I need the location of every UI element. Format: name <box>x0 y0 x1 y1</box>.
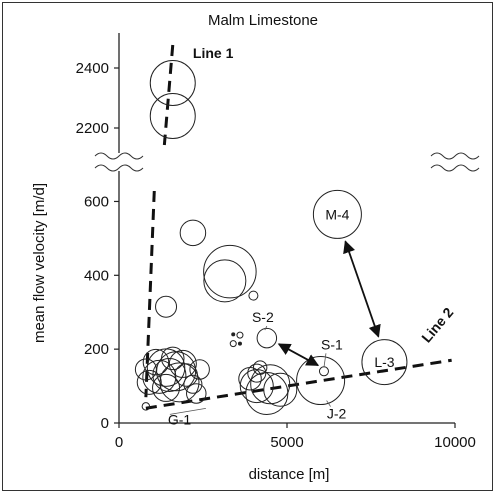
axes-group: 0 200 400 600 2200 2400 0 5000 10000 <box>76 33 480 451</box>
point-label-s1: S-1 <box>321 336 343 352</box>
data-point <box>152 358 187 392</box>
data-point <box>245 371 289 415</box>
y-axis-label: mean flow velocity [m/d] <box>31 183 48 343</box>
data-point <box>168 349 197 378</box>
y-tick-label: 2400 <box>76 60 109 77</box>
data-point <box>203 259 247 303</box>
data-point <box>361 339 408 386</box>
point-label-l3: L-3 <box>374 354 394 370</box>
y-tick-label: 200 <box>84 341 109 358</box>
arrow-m4-l3 <box>343 240 381 338</box>
x-tick-label: 10000 <box>434 434 476 451</box>
data-point <box>256 327 278 349</box>
data-point <box>236 331 244 339</box>
data-point <box>247 363 267 383</box>
point-label-s2: S-2 <box>252 309 274 325</box>
arrow-s1-s2 <box>277 343 320 367</box>
data-point <box>312 189 362 239</box>
annotations-group: M-4 L-3 S-2 S-1 J-2 G-1 <box>168 206 395 427</box>
data-point <box>203 244 257 299</box>
axis-break-right-top <box>430 152 480 160</box>
leader-s2 <box>264 325 268 331</box>
leader-s1 <box>323 353 327 368</box>
data-point <box>152 373 181 402</box>
point-label-m4: M-4 <box>325 206 349 222</box>
data-point <box>142 348 170 376</box>
data-point-dot <box>231 332 236 337</box>
data-point <box>189 359 210 380</box>
x-tick-label: 0 <box>115 434 123 451</box>
data-point <box>296 356 346 406</box>
line-1-label: Line 1 <box>193 45 234 61</box>
line-2-label: Line 2 <box>418 304 456 345</box>
data-point <box>141 402 151 411</box>
leader-j2 <box>326 400 331 407</box>
point-label-g1: G-1 <box>168 411 192 427</box>
data-point <box>155 295 178 318</box>
data-point-dot <box>237 341 242 346</box>
data-point <box>159 362 200 403</box>
y-tick-label: 2200 <box>76 120 109 137</box>
line-2 <box>145 358 452 410</box>
data-point <box>136 369 162 395</box>
chart-svg: Malm Limestone distance [m] mean flow ve… <box>31 12 480 483</box>
data-point <box>179 219 207 247</box>
x-axis-label: distance [m] <box>249 466 330 483</box>
leader-g1 <box>169 407 206 415</box>
data-point <box>263 372 298 407</box>
y-tick-label: 400 <box>84 267 109 284</box>
data-point <box>174 363 198 387</box>
data-point <box>238 366 262 391</box>
data-point <box>248 290 259 301</box>
chart-frame: Malm Limestone distance [m] mean flow ve… <box>2 2 493 491</box>
data-point <box>250 364 291 405</box>
point-label-j2: J-2 <box>327 406 347 422</box>
fit-lines-group: Line 1 Line 2 <box>144 44 457 410</box>
y-tick-label: 0 <box>101 415 109 432</box>
chart-title: Malm Limestone <box>208 12 318 29</box>
data-point <box>149 60 196 106</box>
axis-break-left-top <box>94 152 144 160</box>
data-point <box>183 374 203 394</box>
line-1-lower <box>144 190 156 398</box>
data-point <box>142 359 177 394</box>
data-point <box>318 366 329 377</box>
y-tick-label: 600 <box>84 193 109 210</box>
axis-break-left-bottom <box>94 164 144 172</box>
data-point <box>186 383 207 404</box>
x-tick-label: 5000 <box>270 434 303 451</box>
data-point <box>239 369 274 404</box>
data-points-group <box>134 60 408 415</box>
axis-break-right-bottom <box>430 164 480 172</box>
data-point <box>149 93 196 139</box>
data-point <box>229 340 237 348</box>
